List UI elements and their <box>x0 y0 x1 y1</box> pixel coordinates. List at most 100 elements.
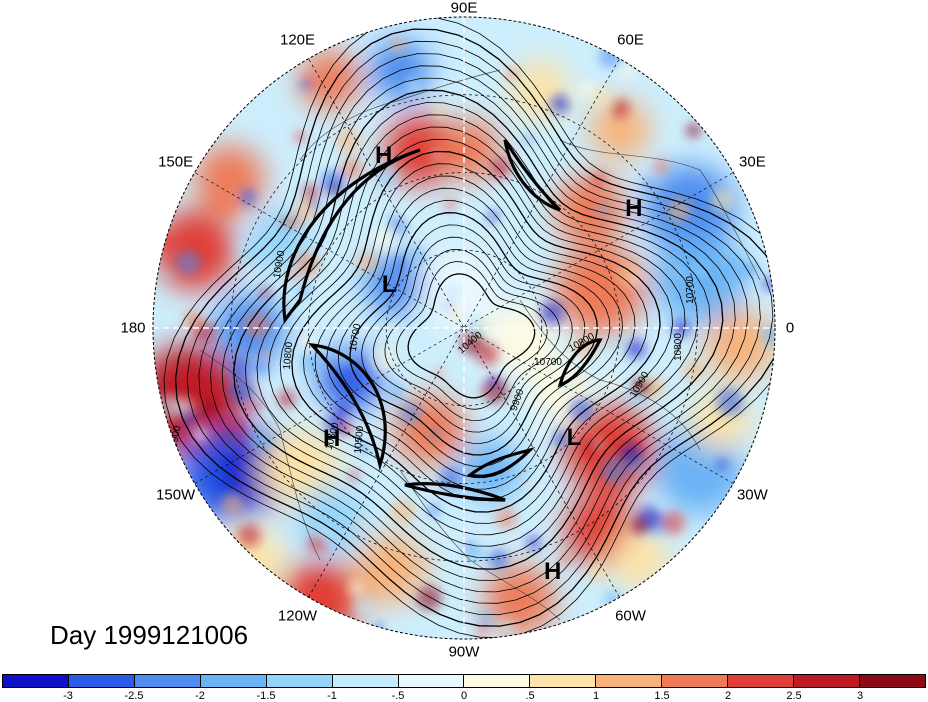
anomaly-blob <box>485 305 555 375</box>
colorbar-segment <box>332 675 399 687</box>
coastline <box>399 469 561 621</box>
anomaly-speckle <box>590 172 607 188</box>
anomaly-speckle <box>590 85 613 108</box>
anomaly-speckle <box>559 552 573 566</box>
anomaly-speckle <box>307 533 327 554</box>
anomaly-speckle <box>428 626 437 635</box>
lon-label-1: 60E <box>617 31 644 49</box>
anomaly-speckle <box>347 579 366 597</box>
colorbar-tick: -1.5 <box>256 690 276 702</box>
meridian-line <box>194 172 734 484</box>
colorbar <box>2 674 926 688</box>
anomaly-speckle <box>666 198 691 223</box>
lon-label-11: 120E <box>279 31 316 49</box>
anomaly-speckle <box>386 323 400 338</box>
jet-contour <box>503 139 562 212</box>
anomaly-speckle <box>302 184 320 202</box>
anomaly-speckle <box>675 267 685 277</box>
contour-label: 10700 <box>348 322 364 352</box>
jet-contour <box>466 447 536 478</box>
lon-label-9: 180 <box>120 319 146 337</box>
anomaly-speckle <box>354 519 365 529</box>
colorbar-tick: 0 <box>460 690 468 702</box>
anomaly-speckle <box>445 198 456 210</box>
height-contour <box>279 138 674 524</box>
lon-label-2: 30E <box>739 153 766 170</box>
anomaly-speckle <box>356 250 378 273</box>
colorbar-segment <box>530 675 597 687</box>
colorbar-tick: -3 <box>63 690 73 702</box>
colorbar-segment <box>3 675 69 687</box>
contour-label: 10800 <box>673 333 684 361</box>
lon-label-10: 150E <box>158 153 194 170</box>
anomaly-speckle <box>488 549 509 570</box>
anomaly-speckle <box>416 585 442 611</box>
anomaly-blob <box>300 50 360 110</box>
colorbar-segment <box>68 675 135 687</box>
anomaly-speckle <box>475 342 499 366</box>
height-contour <box>361 224 586 444</box>
anomaly-speckle <box>582 438 599 455</box>
anomaly-speckle <box>481 376 509 404</box>
height-contour <box>244 102 711 559</box>
pressure-center-h-3: H <box>322 425 341 453</box>
anomaly-blob <box>590 100 650 160</box>
anomaly-blob <box>485 565 555 635</box>
pressure-center-l-2: L <box>381 270 397 298</box>
anomaly-speckle <box>251 400 262 411</box>
colorbar-segment <box>794 675 860 687</box>
anomaly-speckle <box>386 382 405 402</box>
anomaly-speckle <box>661 510 686 536</box>
anomaly-blob <box>420 250 500 330</box>
anomaly-speckle <box>211 191 238 218</box>
height-contour <box>314 175 636 490</box>
anomaly-speckle <box>717 459 728 469</box>
anomaly-speckle <box>449 307 462 320</box>
anomaly-speckle <box>300 350 324 374</box>
contour-label: 10800 <box>282 341 295 370</box>
jet-contour <box>307 342 387 472</box>
anomaly-speckle <box>191 426 209 444</box>
anomaly-speckle <box>533 423 547 437</box>
anomaly-blob <box>555 245 645 335</box>
anomaly-speckle <box>155 394 182 420</box>
pressure-center-h-5: H <box>543 557 562 585</box>
anomaly-speckle <box>630 515 651 536</box>
anomaly-speckle <box>523 134 534 145</box>
anomaly-speckle <box>253 359 270 376</box>
height-contour <box>174 28 775 627</box>
anomaly-speckle <box>476 610 494 629</box>
anomaly-speckle <box>175 250 201 275</box>
height-contour <box>233 89 724 570</box>
anomaly-speckle <box>261 351 270 360</box>
anomaly-blob <box>280 560 360 639</box>
anomaly-speckle <box>653 158 669 174</box>
colorbar-tick: -.5 <box>391 690 405 702</box>
anomaly-speckle <box>619 63 636 80</box>
map-boundary <box>152 16 776 640</box>
anomaly-speckle <box>226 336 237 348</box>
anomaly-speckle <box>569 397 594 422</box>
colorbar-segment <box>398 675 465 687</box>
lon-label-4: 30W <box>736 486 768 503</box>
anomaly-speckle <box>320 169 346 195</box>
anomaly-speckle <box>237 523 261 548</box>
height-contour <box>186 40 774 616</box>
anomaly-speckle <box>520 205 535 221</box>
anomaly-speckle <box>550 94 570 114</box>
anomaly-blob <box>155 210 235 290</box>
colorbar-segment <box>134 675 201 687</box>
anomaly-speckle <box>612 335 623 347</box>
pressure-center-l-4: L <box>566 423 582 451</box>
pressure-center-h-1: H <box>625 195 643 223</box>
anomaly-speckle <box>619 442 643 467</box>
anomaly-speckle <box>229 357 251 380</box>
colorbar-segment <box>596 675 663 687</box>
anomaly-speckle <box>281 217 292 227</box>
height-contour <box>291 150 661 513</box>
anomaly-speckle <box>238 188 257 207</box>
contour-label: 10700 <box>685 276 696 304</box>
anomaly-blob <box>365 255 425 315</box>
colorbar-segment <box>662 675 729 687</box>
height-contour <box>349 212 599 456</box>
